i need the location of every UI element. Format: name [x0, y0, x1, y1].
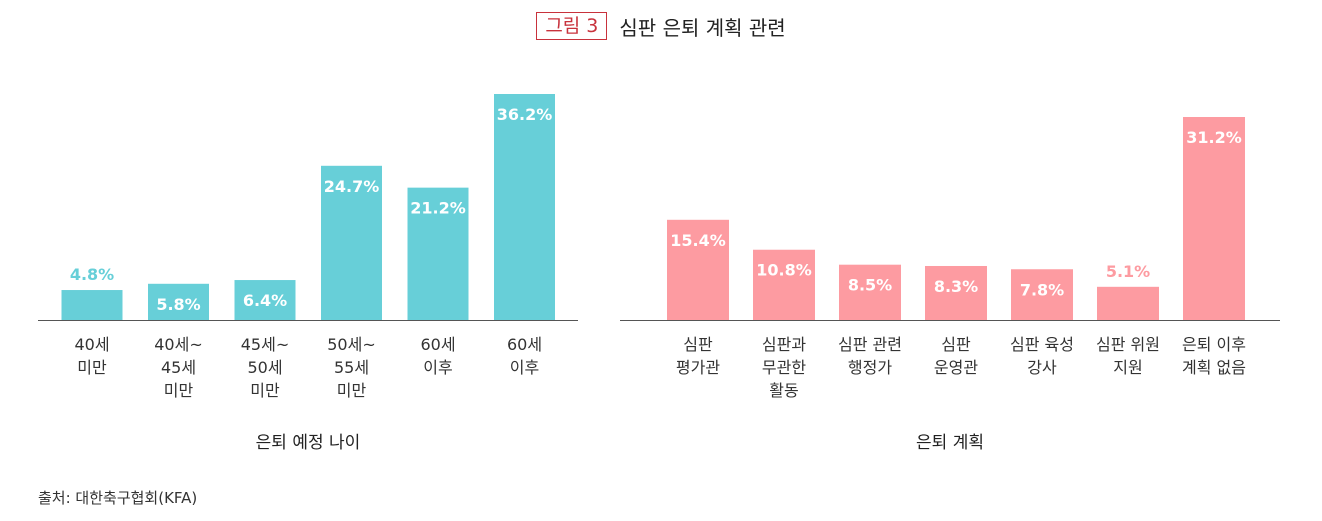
- tick-label: 심판 위원: [1096, 335, 1160, 354]
- tick-label: 심판: [683, 335, 713, 354]
- x-axis-title: 은퇴 예정 나이: [256, 433, 361, 453]
- tick-label: 55세: [334, 358, 369, 377]
- bar: [148, 283, 209, 320]
- tick-label: 40세~: [154, 335, 203, 354]
- data-label: 7.8%: [1020, 280, 1064, 299]
- tick-label: 미만: [250, 381, 280, 400]
- tick-label: 미만: [77, 358, 107, 377]
- bar: [925, 265, 987, 320]
- bar: [234, 280, 296, 320]
- tick-label: 행정가: [848, 358, 892, 377]
- data-label: 36.2%: [497, 105, 553, 124]
- x-axis-title: 은퇴 계획: [916, 433, 984, 453]
- bar: [321, 165, 382, 320]
- data-label: 4.8%: [70, 265, 114, 284]
- figure-header: 그림 3 심판 은퇴 계획 관련: [0, 10, 1322, 42]
- tick-label: 60세: [420, 335, 455, 354]
- tick-label: 50세~: [327, 335, 376, 354]
- tick-label: 이후: [423, 358, 452, 377]
- tick-label: 50세: [247, 358, 282, 377]
- bar: [61, 290, 123, 320]
- figure-number-badge: 그림 3: [536, 12, 608, 40]
- data-label: 31.2%: [1186, 128, 1242, 147]
- tick-label: 평가관: [676, 358, 720, 377]
- tick-label: 심판과: [762, 335, 806, 354]
- tick-label: 미만: [337, 381, 367, 400]
- tick-label: 무관한: [762, 358, 806, 377]
- tick-label: 계획 없음: [1182, 358, 1246, 377]
- bar: [1011, 269, 1073, 320]
- data-label: 15.4%: [670, 231, 726, 250]
- data-label: 6.4%: [243, 291, 287, 310]
- data-label: 5.8%: [156, 295, 200, 314]
- tick-label: 40세: [74, 335, 109, 354]
- data-label: 24.7%: [324, 177, 380, 196]
- data-label: 21.2%: [410, 199, 466, 218]
- bar: [667, 219, 729, 320]
- tick-label: 이후: [510, 358, 539, 377]
- tick-label: 미만: [164, 381, 194, 400]
- source-note: 출처: 대한축구협회(KFA): [38, 489, 198, 507]
- bar: [839, 264, 901, 320]
- tick-label: 은퇴 이후: [1182, 335, 1246, 354]
- data-label: 8.5%: [848, 276, 892, 295]
- data-label: 8.3%: [934, 277, 978, 296]
- bar: [1183, 117, 1245, 320]
- tick-label: 45세~: [241, 335, 290, 354]
- tick-label: 심판 관련: [838, 335, 902, 354]
- bar: [1097, 286, 1159, 320]
- tick-label: 지원: [1113, 358, 1142, 377]
- bar: [407, 187, 469, 320]
- tick-label: 강사: [1027, 358, 1057, 377]
- tick-label: 심판: [941, 335, 971, 354]
- tick-label: 60세: [507, 335, 542, 354]
- tick-label: 심판 육성: [1010, 335, 1074, 354]
- bar: [494, 94, 555, 320]
- data-label: 10.8%: [756, 261, 812, 280]
- data-label: 5.1%: [1106, 262, 1150, 281]
- tick-label: 활동: [769, 381, 798, 400]
- bar: [753, 249, 815, 320]
- tick-label: 45세: [161, 358, 196, 377]
- tick-label: 운영관: [934, 358, 978, 377]
- figure-title: 심판 은퇴 계획 관련: [619, 15, 786, 40]
